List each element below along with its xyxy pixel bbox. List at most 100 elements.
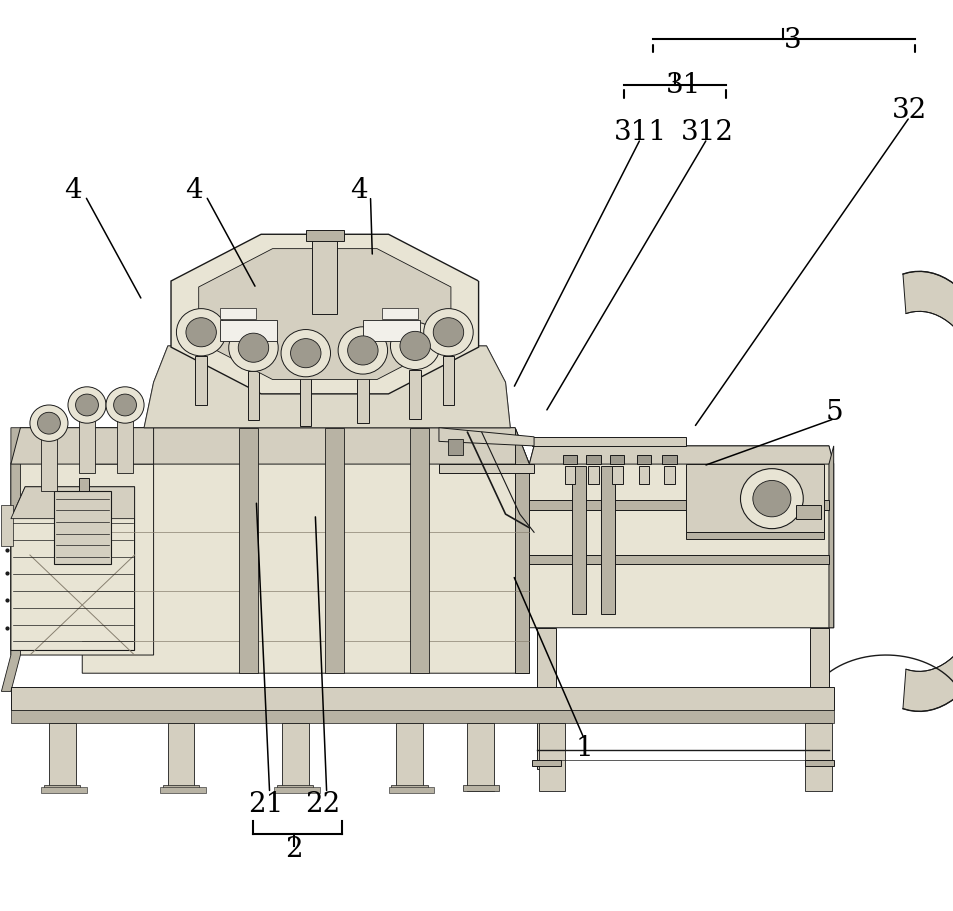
Polygon shape — [10, 710, 833, 723]
Circle shape — [68, 387, 106, 424]
Polygon shape — [564, 466, 575, 485]
Polygon shape — [637, 456, 650, 465]
Polygon shape — [144, 346, 510, 428]
Polygon shape — [79, 478, 89, 492]
Polygon shape — [610, 456, 624, 465]
Text: 4: 4 — [185, 177, 202, 204]
Circle shape — [399, 332, 430, 361]
Polygon shape — [168, 723, 194, 792]
Text: 2: 2 — [285, 835, 303, 862]
Polygon shape — [410, 428, 429, 673]
Polygon shape — [160, 787, 206, 793]
Polygon shape — [49, 723, 75, 792]
Polygon shape — [10, 487, 134, 650]
Polygon shape — [220, 321, 277, 342]
Polygon shape — [220, 308, 256, 319]
Circle shape — [106, 387, 144, 424]
Polygon shape — [10, 428, 153, 655]
Polygon shape — [532, 437, 685, 446]
Text: 4: 4 — [350, 177, 368, 204]
Circle shape — [75, 394, 98, 416]
Polygon shape — [462, 785, 498, 792]
Polygon shape — [438, 428, 534, 446]
Text: 1: 1 — [575, 734, 593, 762]
Circle shape — [37, 413, 60, 435]
Polygon shape — [661, 456, 676, 465]
Circle shape — [229, 324, 278, 372]
Polygon shape — [529, 446, 833, 465]
Polygon shape — [804, 723, 831, 792]
Polygon shape — [362, 321, 419, 342]
Polygon shape — [274, 787, 319, 793]
Polygon shape — [588, 466, 598, 485]
Text: 32: 32 — [891, 97, 926, 124]
Text: 21: 21 — [248, 790, 283, 817]
Polygon shape — [313, 233, 336, 314]
Polygon shape — [144, 346, 510, 428]
Circle shape — [281, 330, 330, 377]
Polygon shape — [395, 723, 422, 792]
Text: 3: 3 — [783, 27, 801, 54]
Polygon shape — [391, 785, 427, 792]
Circle shape — [238, 333, 269, 363]
Polygon shape — [586, 456, 600, 465]
Circle shape — [752, 481, 790, 517]
Polygon shape — [1, 428, 20, 691]
Polygon shape — [828, 446, 833, 628]
Polygon shape — [529, 501, 828, 510]
Text: 311: 311 — [614, 118, 666, 146]
Polygon shape — [195, 356, 207, 405]
Text: 312: 312 — [680, 118, 733, 146]
Circle shape — [30, 405, 68, 442]
Polygon shape — [388, 787, 434, 793]
Polygon shape — [685, 533, 823, 539]
Polygon shape — [572, 466, 586, 614]
Polygon shape — [809, 628, 828, 769]
Polygon shape — [612, 466, 622, 485]
Polygon shape — [41, 787, 87, 793]
Polygon shape — [538, 723, 565, 792]
Polygon shape — [438, 465, 534, 474]
Polygon shape — [795, 506, 821, 519]
Polygon shape — [163, 785, 199, 792]
Polygon shape — [282, 723, 309, 792]
Circle shape — [176, 309, 226, 356]
Polygon shape — [10, 687, 833, 710]
Circle shape — [740, 469, 802, 529]
Polygon shape — [239, 428, 258, 673]
Circle shape — [390, 322, 439, 370]
Polygon shape — [79, 410, 94, 474]
Polygon shape — [381, 308, 417, 319]
Circle shape — [291, 339, 320, 368]
Text: 22: 22 — [305, 790, 340, 817]
Polygon shape — [41, 428, 56, 492]
Polygon shape — [82, 428, 529, 673]
Circle shape — [186, 318, 216, 347]
Text: 5: 5 — [825, 398, 842, 425]
Polygon shape — [171, 235, 478, 394]
Circle shape — [433, 318, 463, 347]
Polygon shape — [663, 466, 674, 485]
Polygon shape — [82, 428, 529, 465]
Polygon shape — [529, 556, 828, 565]
Circle shape — [423, 309, 473, 356]
Polygon shape — [804, 760, 833, 766]
Polygon shape — [639, 466, 648, 485]
Text: 4: 4 — [64, 177, 81, 204]
Circle shape — [337, 327, 387, 374]
Polygon shape — [515, 428, 529, 673]
Polygon shape — [902, 272, 953, 711]
Polygon shape — [248, 372, 259, 421]
Polygon shape — [537, 628, 556, 769]
Polygon shape — [442, 356, 454, 405]
Polygon shape — [562, 456, 577, 465]
Polygon shape — [198, 250, 451, 380]
Polygon shape — [324, 428, 343, 673]
Polygon shape — [448, 439, 462, 456]
Polygon shape — [467, 723, 494, 792]
Polygon shape — [356, 374, 368, 424]
Text: 31: 31 — [665, 72, 700, 99]
Polygon shape — [529, 446, 833, 628]
Polygon shape — [300, 377, 312, 426]
Polygon shape — [532, 760, 560, 766]
